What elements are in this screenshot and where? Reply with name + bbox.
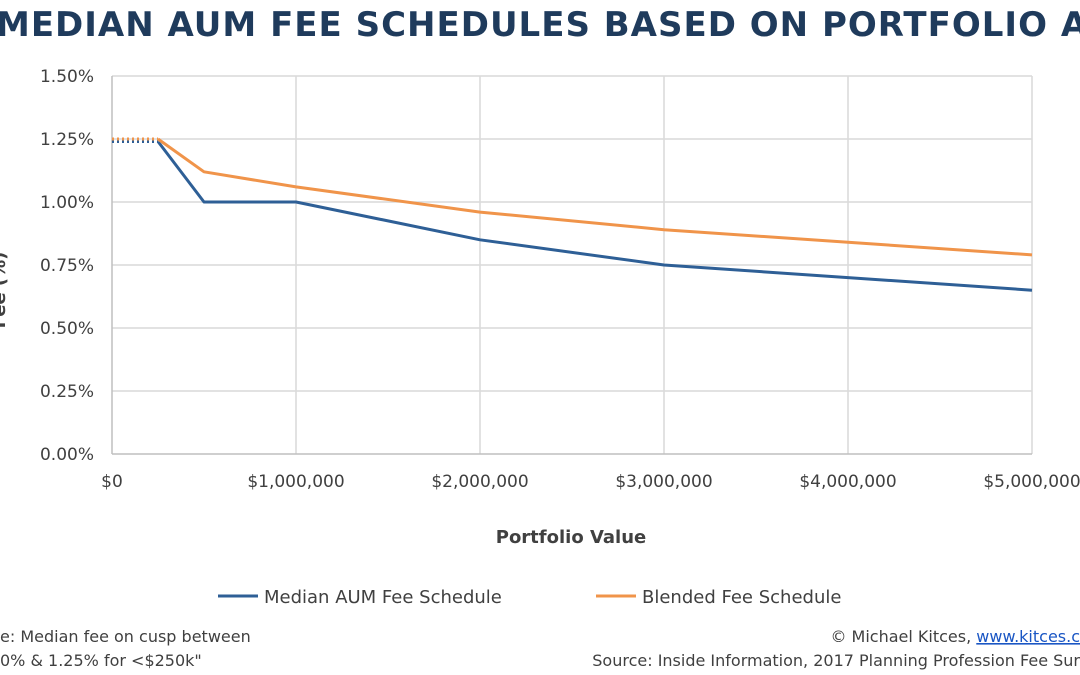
y-tick-label: 0.25% (40, 382, 94, 402)
credit-link[interactable]: www.kitces.c (976, 627, 1080, 646)
x-tick-label: $0 (101, 472, 123, 492)
x-axis-title: Portfolio Value (496, 527, 647, 548)
x-tick-labels: $0 $1,000,000 $2,000,000 $3,000,000 $4,000,0… (101, 472, 1080, 492)
x-tick-label: $4,000,000 (799, 472, 896, 492)
note-line-2: 0% & 1.25% for <$250k" (0, 651, 202, 670)
legend-label: Median AUM Fee Schedule (264, 587, 502, 608)
credit-prefix: © Michael Kitces, (830, 627, 971, 646)
x-tick-label: $1,000,000 (247, 472, 344, 492)
credit-line: © Michael Kitces, www.kitces.c (830, 627, 1080, 646)
series-1-line (156, 140, 1033, 292)
series-lines (112, 137, 1033, 292)
y-tick-label: 0.75% (40, 256, 94, 276)
note-line-1: e: Median fee on cusp between (0, 627, 251, 646)
y-tick-labels: 0.00% 0.25% 0.50% 0.75% 1.00% 1.25% 1.50% (40, 67, 94, 465)
series-2-line (157, 137, 1033, 257)
x-tick-label: $3,000,000 (615, 472, 712, 492)
y-tick-label: 1.00% (40, 193, 94, 213)
source-line: Source: Inside Information, 2017 Plannin… (592, 651, 1080, 670)
y-axis-title: Fee (%) (0, 252, 10, 329)
y-tick-label: 0.00% (40, 445, 94, 465)
y-tick-label: 1.25% (40, 130, 94, 150)
gridlines (112, 75, 1033, 454)
y-tick-label: 1.50% (40, 67, 94, 87)
y-tick-label: 0.50% (40, 319, 94, 339)
legend: Median AUM Fee Schedule Blended Fee Sched… (218, 587, 841, 608)
chart-title: MEDIAN AUM FEE SCHEDULES BASED ON PORTFO… (0, 5, 1080, 45)
x-tick-label: $5,000,000 (983, 472, 1080, 492)
x-tick-label: $2,000,000 (431, 472, 528, 492)
legend-label: Blended Fee Schedule (642, 587, 841, 608)
